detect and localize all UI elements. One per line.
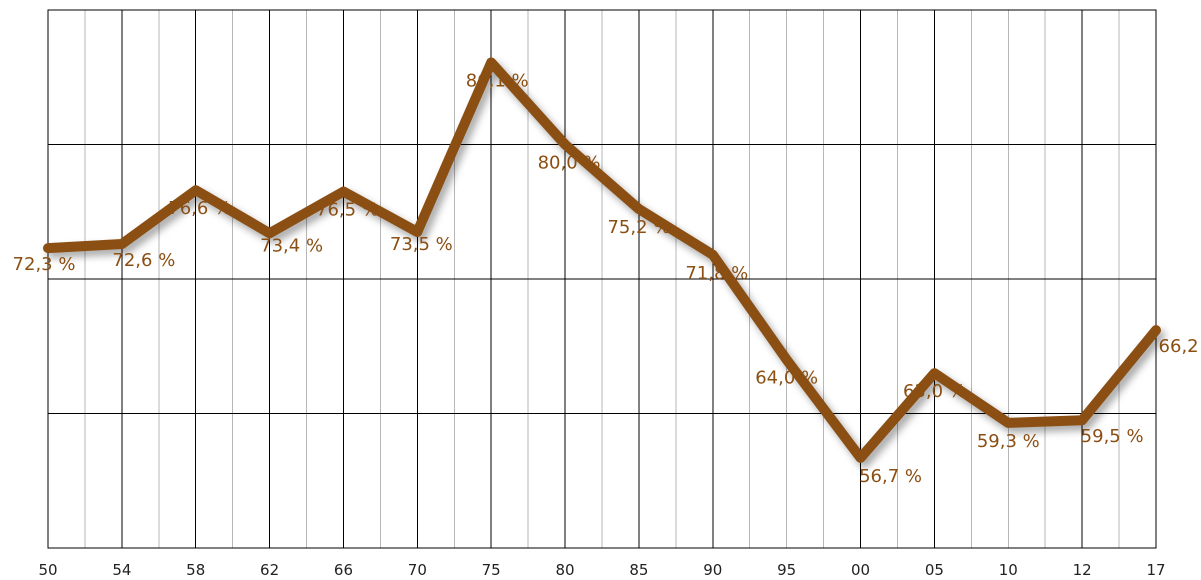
x-tick-label: 90 <box>703 561 722 579</box>
x-tick-label: 85 <box>629 561 648 579</box>
data-label: 75,2 % <box>607 217 670 238</box>
data-label: 72,3 % <box>13 254 76 275</box>
x-tick-label: 70 <box>408 561 427 579</box>
x-tick-label: 80 <box>556 561 575 579</box>
data-label: 73,4 % <box>260 235 323 256</box>
plot-border <box>47 9 1157 549</box>
x-tick-label: 17 <box>1146 561 1165 579</box>
data-label: 59,3 % <box>977 431 1040 452</box>
data-label: 66,2 % <box>1159 336 1201 357</box>
x-tick-label: 05 <box>925 561 944 579</box>
data-label: 73,5 % <box>390 234 453 255</box>
x-tick-label: 00 <box>851 561 870 579</box>
x-tick-label: 12 <box>1073 561 1092 579</box>
data-label: 76,6 % <box>168 198 231 219</box>
x-tick-label: 95 <box>777 561 796 579</box>
data-label: 71,8 % <box>685 263 748 284</box>
x-tick-label: 10 <box>999 561 1018 579</box>
x-tick-label: 58 <box>186 561 205 579</box>
series-line <box>43 57 1161 463</box>
x-tick-label: 50 <box>38 561 57 579</box>
x-axis-layer: 50 54 58 62 66 70 75 80 85 90 95 00 05 10 12 17 <box>38 561 1165 579</box>
data-label: 80,0 % <box>538 153 601 174</box>
data-label: 59,5 % <box>1081 426 1144 447</box>
data-label: 76,5 % <box>316 200 379 221</box>
x-tick-label: 62 <box>260 561 279 579</box>
x-tick-label: 75 <box>482 561 501 579</box>
data-labels-layer: 72,3 % 72,6 % 76,6 % 73,4 % 76,5 % 73,5 % 86,1… <box>13 70 1201 486</box>
x-tick-label: 66 <box>334 561 353 579</box>
data-label: 56,7 % <box>859 466 922 487</box>
x-tick-label: 54 <box>112 561 131 579</box>
data-label: 64,0 % <box>755 368 818 389</box>
data-label: 72,6 % <box>112 250 175 271</box>
series-layer <box>43 57 1161 463</box>
grid-layer <box>47 9 1157 549</box>
data-label: 86,1 % <box>466 70 529 91</box>
data-label: 63,0 % <box>903 381 966 402</box>
